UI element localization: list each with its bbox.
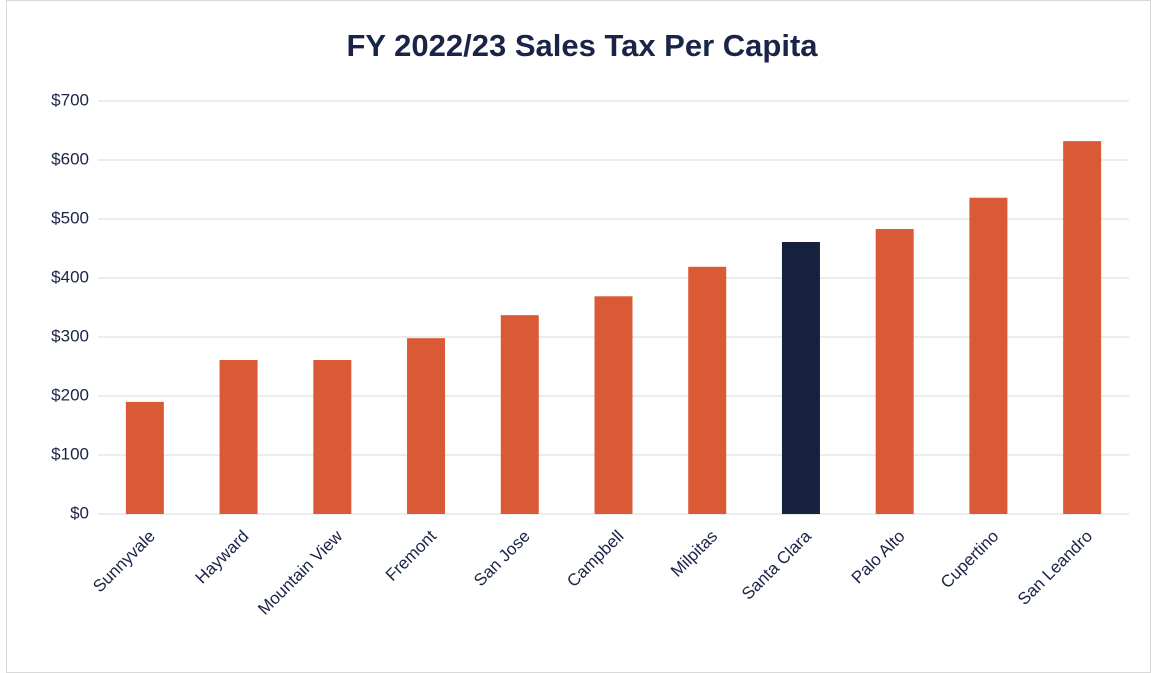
bar xyxy=(781,242,820,514)
bar xyxy=(313,360,352,514)
chart-title: FY 2022/23 Sales Tax Per Capita xyxy=(346,28,818,63)
y-tick-label: $300 xyxy=(51,326,89,345)
bar xyxy=(407,338,446,514)
bar xyxy=(125,401,164,514)
bar xyxy=(688,266,727,514)
y-tick-label: $200 xyxy=(51,385,89,404)
y-tick-label: $700 xyxy=(51,90,89,109)
y-tick-label: $100 xyxy=(51,444,89,463)
bar xyxy=(500,315,539,514)
y-tick-label: $400 xyxy=(51,267,89,286)
bar xyxy=(1063,141,1102,514)
y-tick-label: $500 xyxy=(51,208,89,227)
bar xyxy=(969,197,1008,514)
y-tick-label: $0 xyxy=(70,503,89,522)
bar xyxy=(594,296,633,514)
y-tick-label: $600 xyxy=(51,149,89,168)
bar xyxy=(219,360,258,514)
bar xyxy=(875,229,914,514)
